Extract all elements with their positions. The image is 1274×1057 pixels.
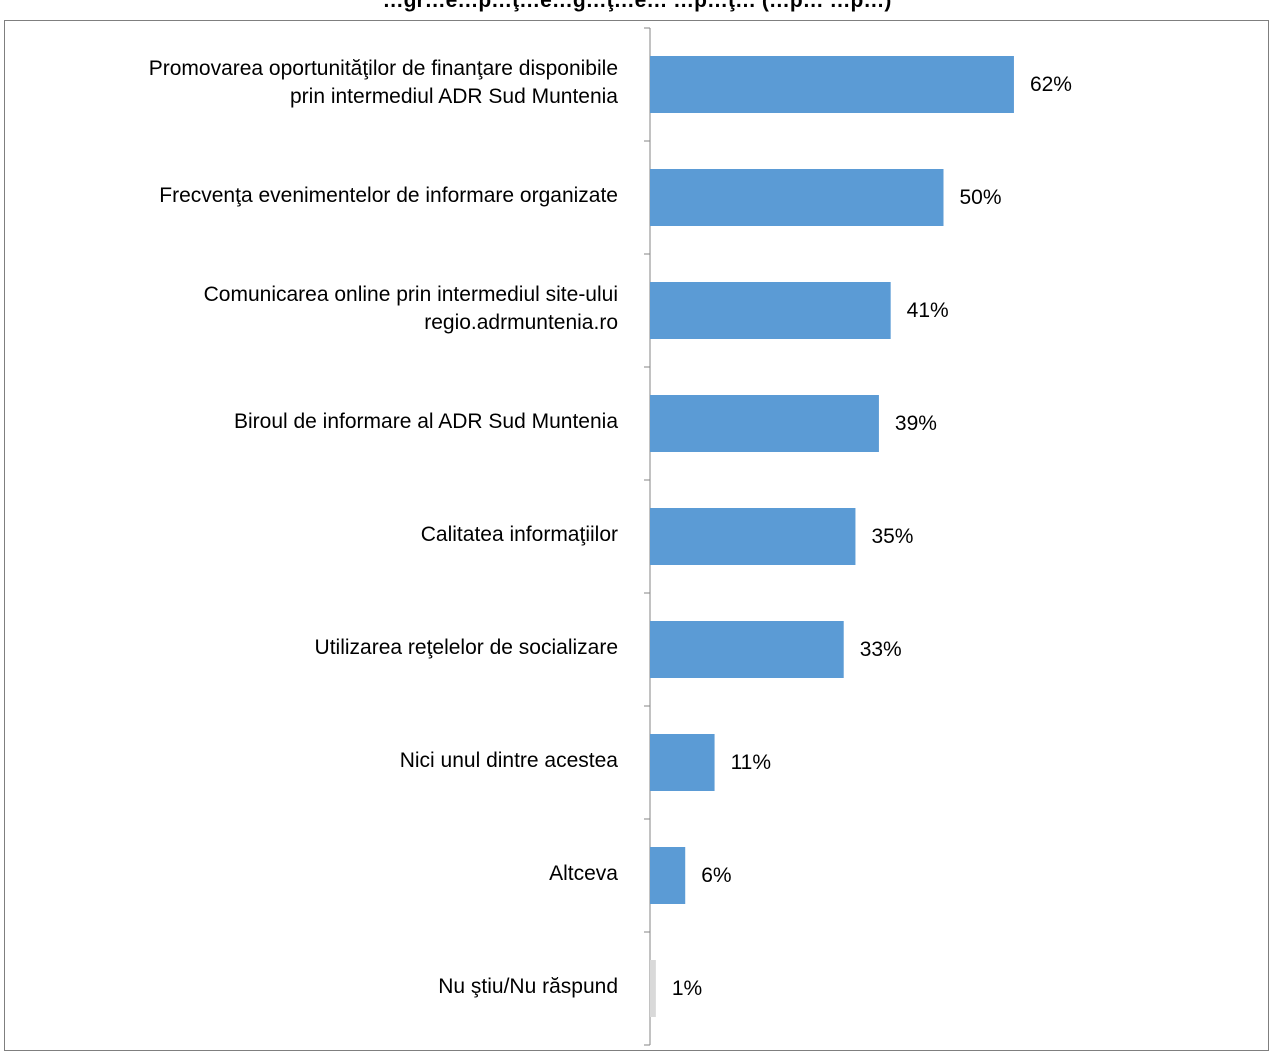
- category-label: Calitatea informaţiilor: [18, 521, 618, 549]
- category-label-line: Frecvenţa evenimentelor de informare org…: [159, 183, 618, 207]
- bar-value-label: 39%: [894, 411, 937, 435]
- bar: [650, 395, 879, 452]
- bar-value-label: 1%: [671, 976, 703, 1000]
- bar-value-label: 62%: [1029, 72, 1072, 96]
- category-label: Promovarea oportunităţilor de finanţare …: [18, 55, 618, 111]
- bar-value-label: 35%: [871, 524, 914, 548]
- bar: [650, 56, 1014, 113]
- category-label-line: prin intermediul ADR Sud Muntenia: [289, 84, 618, 108]
- category-label: Nu ştiu/Nu răspund: [18, 973, 618, 1001]
- category-label-line: Promovarea oportunităţilor de finanţare …: [148, 56, 618, 80]
- chart-frame: 62% Promovarea oportunităţilor de finanţa…: [4, 20, 1269, 1051]
- category-label-line: Calitatea informaţiilor: [420, 522, 618, 546]
- bar: [650, 169, 944, 226]
- bar: [650, 508, 856, 565]
- bar: [650, 621, 844, 678]
- category-label-line: Utilizarea reţelelor de socializare: [314, 635, 618, 659]
- bar: [650, 847, 686, 904]
- bar: [650, 282, 891, 339]
- category-label: Biroul de informare al ADR Sud Muntenia: [18, 408, 618, 436]
- bar-value-label: 33%: [859, 637, 902, 661]
- chart-title-partial: …gr…e…p…ţ…e…g…ţ…e… …p…ţ… (…p… …p…): [0, 0, 1274, 20]
- bar: [650, 960, 656, 1017]
- bar-value-label: 41%: [906, 298, 949, 322]
- bar-value-label: 11%: [730, 750, 772, 774]
- bar-chart: [644, 27, 1014, 1046]
- bar-value-label: 6%: [701, 863, 732, 887]
- chart-title: …gr…e…p…ţ…e…g…ţ…e… …p…ţ… (…p… …p…): [382, 0, 892, 12]
- category-label: Comunicarea online prin intermediul site…: [18, 281, 618, 337]
- category-label-line: Nu ştiu/Nu răspund: [438, 974, 618, 998]
- bar: [650, 734, 715, 791]
- category-label: Utilizarea reţelelor de socializare: [18, 634, 618, 662]
- category-label: Nici unul dintre acestea: [18, 747, 618, 775]
- category-label: Altceva: [18, 860, 618, 888]
- category-label-line: Nici unul dintre acestea: [399, 748, 618, 772]
- category-label-line: Altceva: [549, 861, 618, 885]
- bar-value-label: 50%: [959, 185, 1002, 209]
- category-label-line: Biroul de informare al ADR Sud Muntenia: [233, 409, 618, 433]
- category-label-line: Comunicarea online prin intermediul site…: [203, 282, 618, 306]
- category-label-line: regio.adrmuntenia.ro: [424, 310, 618, 334]
- category-label: Frecvenţa evenimentelor de informare org…: [18, 182, 618, 210]
